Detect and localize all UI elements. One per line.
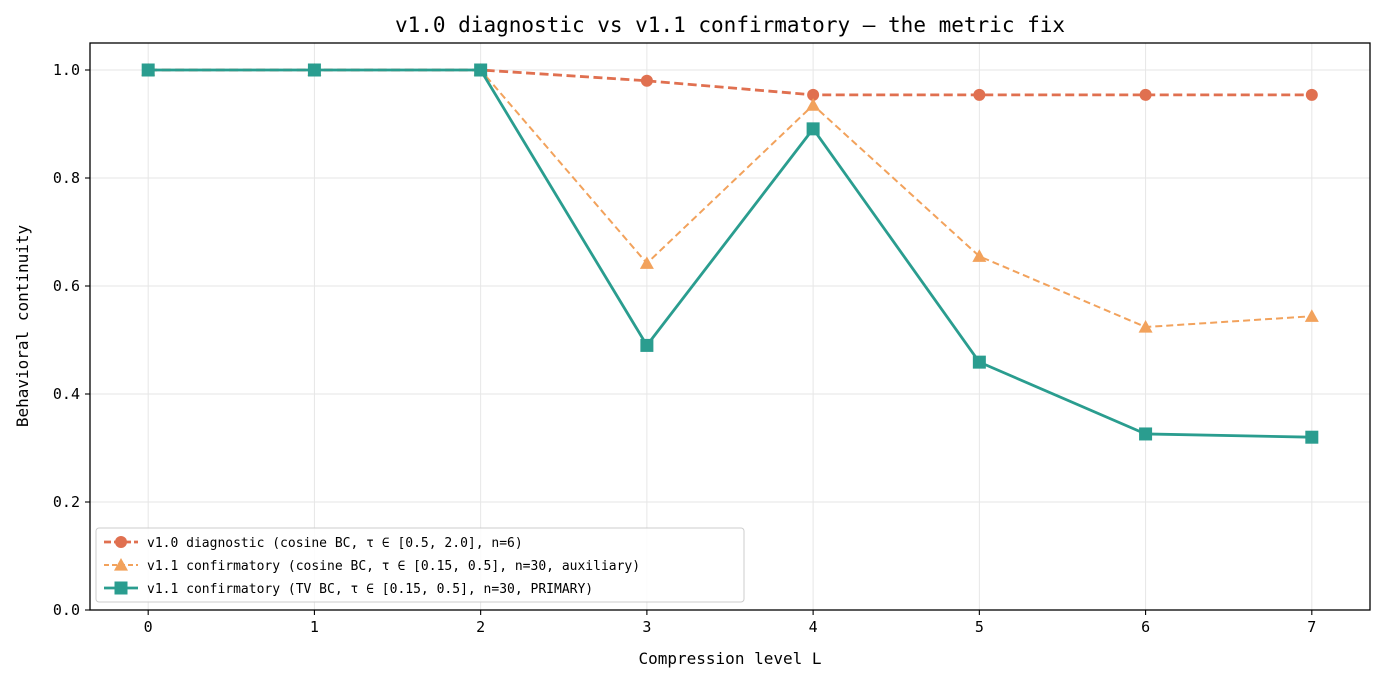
series-point — [973, 88, 986, 101]
series-line — [148, 68, 1312, 439]
series-point — [1139, 427, 1153, 441]
x-tick-label: 3 — [642, 618, 651, 636]
series-point — [639, 256, 654, 269]
y-tick-label: 0.6 — [53, 277, 80, 295]
x-axis-label: Compression level L — [638, 649, 821, 668]
legend-frame — [95, 527, 745, 603]
x-tick-label: 2 — [476, 618, 485, 636]
series-point — [141, 63, 155, 77]
series-point — [807, 88, 820, 101]
series-point — [1139, 88, 1152, 101]
plot-frame — [89, 42, 1371, 611]
series-layer — [141, 63, 1319, 444]
legend-entry-label: v1.1 confirmatory (TV BC, τ ∈ [0.15, 0.5… — [147, 582, 593, 597]
series-point — [972, 355, 986, 369]
series-point — [806, 122, 820, 136]
x-tick-label: 4 — [809, 618, 818, 636]
legend-swatch-marker — [114, 581, 128, 595]
series-point — [1304, 309, 1319, 322]
x-tick-label: 7 — [1307, 618, 1316, 636]
chart-title: v1.0 diagnostic vs v1.1 confirmatory — t… — [395, 13, 1065, 37]
y-tick-label: 0.8 — [53, 169, 80, 187]
series-point — [640, 74, 653, 87]
series-group — [141, 63, 1319, 444]
legend-entry-label: v1.0 diagnostic (cosine BC, τ ∈ [0.5, 2.… — [147, 536, 523, 551]
series-point — [640, 338, 654, 352]
series-point — [806, 98, 821, 111]
legend: v1.0 diagnostic (cosine BC, τ ∈ [0.5, 2.… — [95, 527, 745, 603]
y-tick-label: 0.0 — [53, 601, 80, 619]
series-point — [474, 63, 488, 77]
series-point — [1305, 430, 1319, 444]
grid-lines — [90, 43, 1370, 611]
y-tick-label: 0.4 — [53, 385, 80, 403]
legend-swatch-marker — [115, 536, 127, 548]
y-tick-label: 1.0 — [53, 61, 80, 79]
axis-ticks: 0 1 2 3 4 5 6 7 0.0 0.2 0.4 0.6 0.8 1.0 — [53, 61, 1316, 636]
x-tick-label: 0 — [144, 618, 153, 636]
x-tick-label: 6 — [1141, 618, 1150, 636]
x-tick-label: 1 — [310, 618, 319, 636]
legend-swatch-marker — [114, 558, 128, 571]
y-axis-label: Behavioral continuity — [13, 224, 32, 427]
x-tick-label: 5 — [975, 618, 984, 636]
plot-area-background — [90, 43, 1370, 610]
series-point — [972, 249, 987, 262]
series-point — [1305, 88, 1318, 101]
series-point — [1138, 320, 1153, 333]
series-point — [307, 63, 321, 77]
y-tick-label: 0.2 — [53, 493, 80, 511]
legend-entry-label: v1.1 confirmatory (cosine BC, τ ∈ [0.15,… — [147, 559, 640, 574]
